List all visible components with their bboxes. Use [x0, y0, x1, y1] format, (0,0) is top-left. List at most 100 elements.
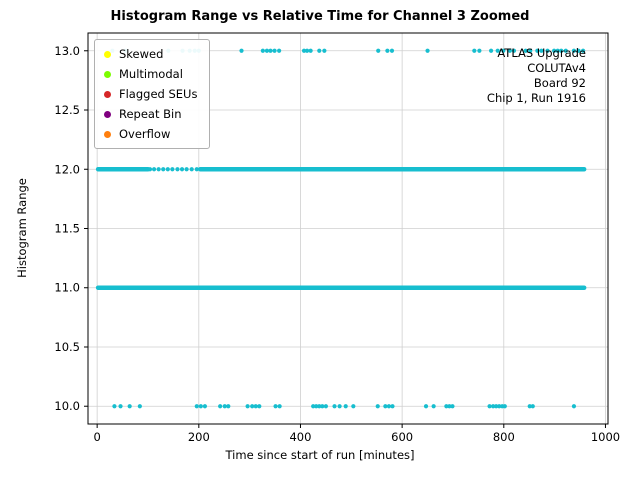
scatter-point: [527, 404, 532, 409]
y-tick-label: 11.0: [54, 281, 80, 295]
scatter-point: [260, 48, 265, 53]
legend-marker-icon: [104, 90, 111, 98]
legend-item-label: Multimodal: [119, 67, 183, 81]
scatter-point: [502, 404, 507, 409]
scatter-point: [332, 404, 337, 409]
scatter-point: [472, 48, 477, 53]
scatter-point: [179, 167, 185, 172]
x-tick-label: 600: [391, 430, 413, 444]
scatter-point: [343, 404, 348, 409]
scatter-point: [523, 48, 528, 53]
legend-item-label: Skewed: [119, 47, 164, 61]
scatter-point: [351, 404, 356, 409]
scatter-point: [322, 48, 327, 53]
scatter-point: [202, 404, 208, 409]
scatter-point: [571, 48, 577, 53]
scatter-point: [151, 167, 157, 172]
scatter-point: [571, 404, 577, 409]
scatter-point: [301, 48, 307, 53]
scatter-point: [383, 404, 388, 409]
scatter-point: [194, 404, 199, 409]
scatter-point: [491, 404, 496, 409]
scatter-point: [320, 404, 325, 409]
y-axis-label: Histogram Range: [15, 178, 29, 278]
scatter-point: [226, 404, 231, 409]
scatter-point: [304, 48, 310, 53]
x-tick-label: 1000: [591, 430, 620, 444]
scatter-point: [477, 48, 482, 53]
scatter-point: [161, 167, 166, 172]
scatter-point: [539, 48, 544, 53]
scatter-point: [375, 404, 380, 409]
scatter-point: [147, 167, 153, 172]
scatter-point: [494, 404, 499, 409]
scatter-point: [239, 48, 244, 53]
scatter-point: [528, 48, 533, 53]
scatter-point: [323, 404, 328, 409]
scatter-point: [317, 48, 322, 53]
scatter-point: [268, 48, 273, 53]
y-tick-label: 12.0: [54, 162, 80, 176]
legend-item: Skewed: [104, 47, 197, 61]
legend-item: Flagged SEUs: [104, 87, 197, 101]
legend-item-label: Flagged SEUs: [119, 87, 198, 101]
scatter-point: [245, 404, 250, 409]
legend-marker-icon: [104, 130, 111, 138]
scatter-point: [189, 167, 194, 172]
scatter-point: [385, 48, 390, 53]
legend-item: Overflow: [104, 127, 197, 141]
scatter-point: [175, 167, 180, 172]
scatter-point: [389, 48, 395, 53]
scatter-point: [137, 404, 142, 409]
chart-title: Histogram Range vs Relative Time for Cha…: [110, 9, 530, 24]
scatter-point: [337, 404, 342, 409]
annotation-line: Chip 1, Run 1916: [486, 91, 586, 105]
legend-item-label: Repeat Bin: [119, 107, 182, 121]
scatter-point: [277, 48, 282, 53]
x-tick-label: 200: [188, 430, 210, 444]
scatter-point: [530, 404, 535, 409]
scatter-point: [156, 167, 161, 172]
scatter-point: [450, 404, 455, 409]
scatter-point: [563, 48, 568, 53]
scatter-point: [423, 404, 429, 409]
scatter-point: [507, 48, 512, 53]
scatter-point: [257, 404, 262, 409]
scatter-point: [447, 404, 452, 409]
x-tick-label: 400: [289, 430, 311, 444]
scatter-point: [311, 404, 316, 409]
x-axis-label: Time since start of run [minutes]: [225, 448, 415, 462]
y-tick-label: 13.0: [54, 44, 80, 58]
scatter-point: [431, 404, 436, 409]
scatter-point: [535, 48, 540, 53]
scatter-point: [253, 404, 258, 409]
y-tick-label: 10.5: [54, 340, 80, 354]
scatter-point: [314, 404, 319, 409]
legend-marker-icon: [104, 50, 111, 58]
scatter-point: [165, 167, 170, 172]
legend-item-label: Overflow: [119, 127, 171, 141]
scatter-point: [376, 48, 381, 53]
annotation-line: Board 92: [533, 76, 586, 90]
legend-item: Multimodal: [104, 67, 197, 81]
scatter-point: [198, 404, 203, 409]
x-tick-label: 0: [93, 430, 100, 444]
scatter-point: [222, 404, 227, 409]
legend-marker-icon: [104, 110, 111, 118]
scatter-point: [444, 404, 449, 409]
scatter-point: [170, 167, 175, 172]
legend: Skewed Multimodal Flagged SEUs Repeat Bin Ov…: [94, 39, 211, 149]
scatter-point: [488, 48, 494, 53]
y-tick-label: 11.5: [54, 222, 80, 236]
scatter-point: [317, 404, 322, 409]
scatter-point: [576, 48, 581, 53]
scatter-point: [308, 48, 313, 53]
scatter-point: [580, 48, 586, 53]
scatter-point: [495, 48, 500, 53]
scatter-point: [552, 48, 557, 53]
scatter-point: [501, 48, 506, 53]
scatter-point: [250, 404, 255, 409]
annotation-text: ATLAS Upgrade COLUTAv4 Board 92 Chip 1, Run…: [487, 46, 586, 106]
scatter-point: [487, 404, 492, 409]
